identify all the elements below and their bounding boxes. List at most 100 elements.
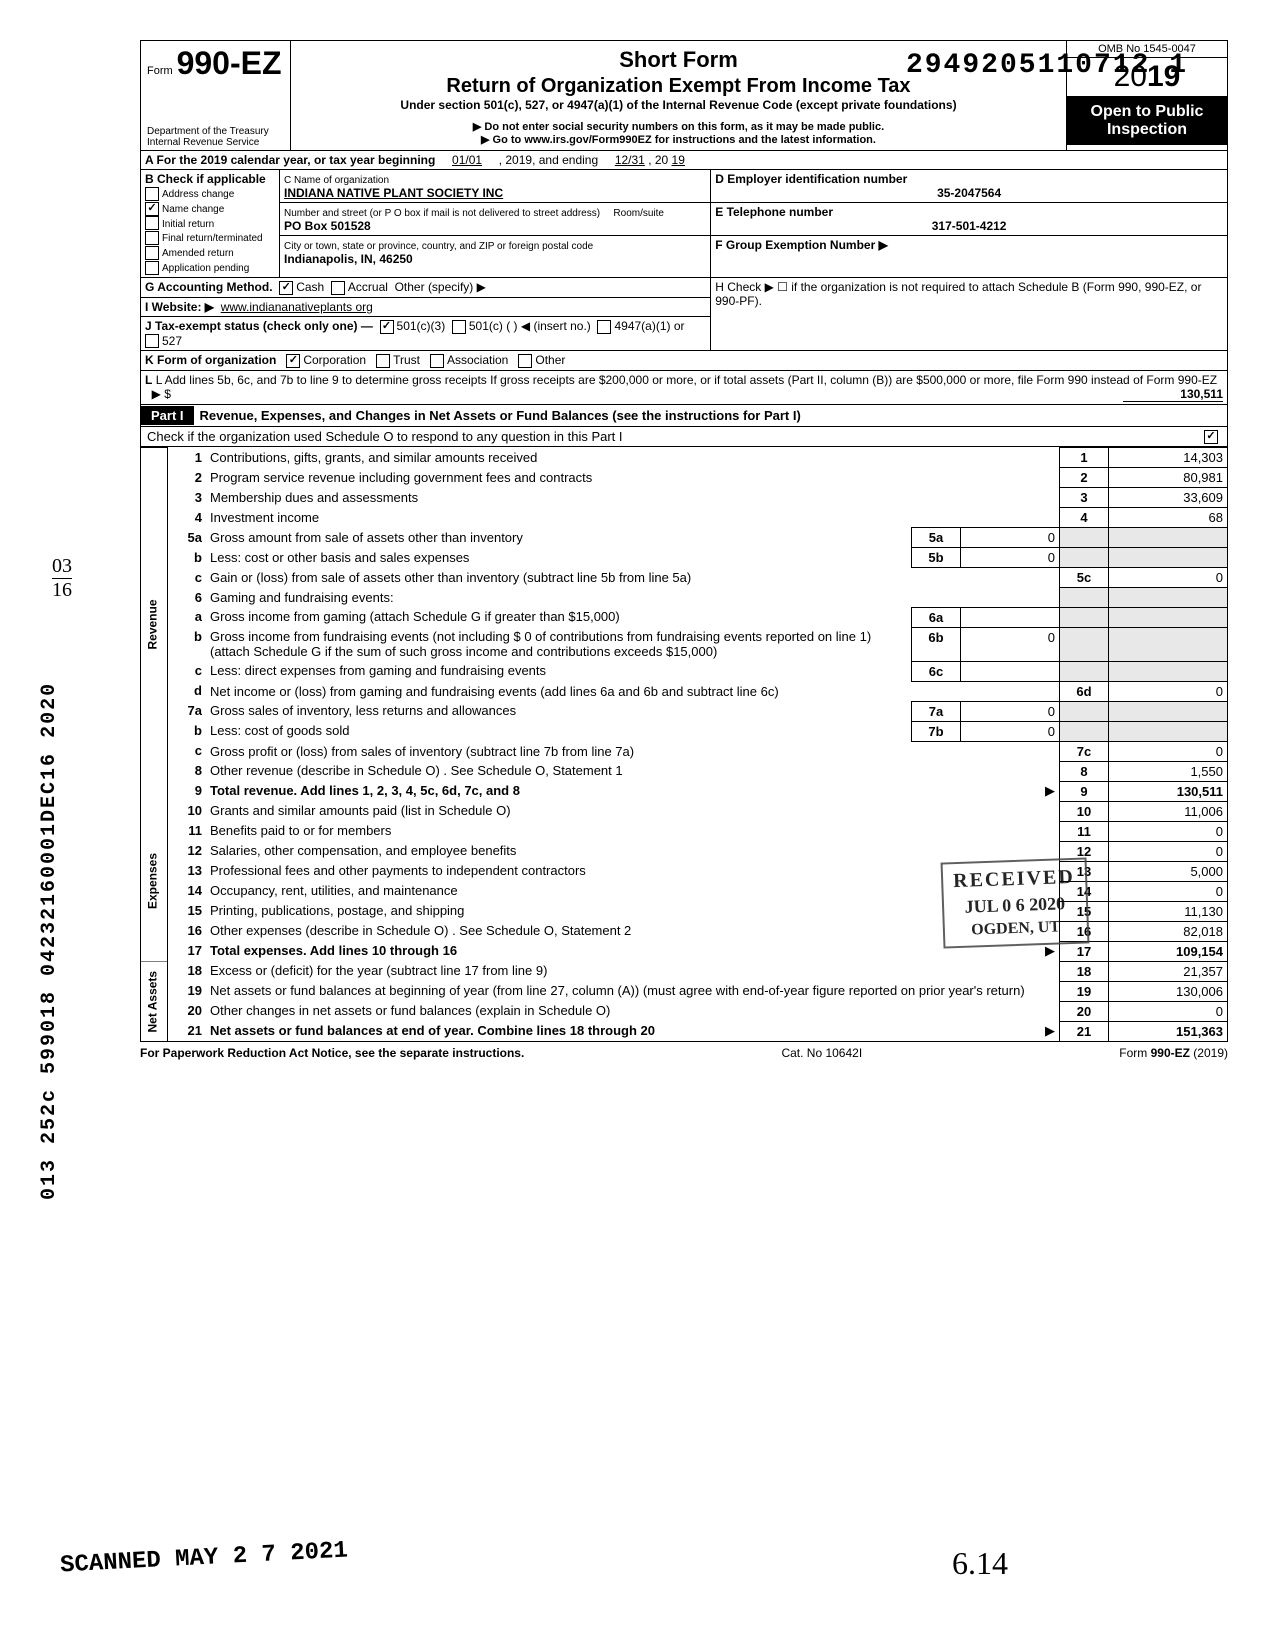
shaded-cell xyxy=(1060,661,1109,681)
part-1-check: Check if the organization used Schedule … xyxy=(140,427,1228,447)
line-description: Occupancy, rent, utilities, and maintena… xyxy=(206,881,1060,901)
checkbox-assoc[interactable] xyxy=(430,354,444,368)
line-box-number: 4 xyxy=(1060,508,1109,528)
line-description: Printing, publications, postage, and shi… xyxy=(206,901,1060,921)
table-row: 3Membership dues and assessments333,609 xyxy=(141,488,1228,508)
line-amount: 33,609 xyxy=(1109,488,1228,508)
line-number: 3 xyxy=(168,488,207,508)
table-row: 19Net assets or fund balances at beginni… xyxy=(141,981,1228,1001)
checkbox-name-change[interactable] xyxy=(145,202,159,216)
line-amount: 80,981 xyxy=(1109,468,1228,488)
line-amount: 0 xyxy=(1109,681,1228,701)
checkbox-cash[interactable] xyxy=(279,281,293,295)
line-description: Less: cost or other basis and sales expe… xyxy=(206,548,912,568)
line-amount: 0 xyxy=(1109,881,1228,901)
line-box-number: 18 xyxy=(1060,961,1109,981)
line-amount: 130,006 xyxy=(1109,981,1228,1001)
line-number: 6 xyxy=(168,588,207,608)
line-box-number: 19 xyxy=(1060,981,1109,1001)
checkbox-initial-return[interactable] xyxy=(145,216,159,230)
line-number: 15 xyxy=(168,901,207,921)
line-j: J Tax-exempt status (check only one) — 5… xyxy=(141,316,711,351)
line-amount: 130,511 xyxy=(1109,781,1228,801)
line-number: 16 xyxy=(168,921,207,941)
line-amount: 109,154 xyxy=(1109,941,1228,961)
line-number: a xyxy=(168,607,207,627)
mid-box-label: 6b xyxy=(912,627,961,661)
dept-line-1: Department of the Treasury xyxy=(147,126,269,137)
mid-box-label: 5b xyxy=(912,548,961,568)
checkbox-accrual[interactable] xyxy=(331,281,345,295)
checkbox-501c3[interactable] xyxy=(380,320,394,334)
line-number: 10 xyxy=(168,801,207,821)
shaded-cell xyxy=(1060,721,1109,741)
line-number: 19 xyxy=(168,981,207,1001)
line-box-number: 5c xyxy=(1060,568,1109,588)
checkbox-other-org[interactable] xyxy=(518,354,532,368)
section-label: Revenue xyxy=(141,448,168,802)
section-label: Net Assets xyxy=(141,961,168,1042)
checkbox-trust[interactable] xyxy=(376,354,390,368)
line-number: 20 xyxy=(168,1001,207,1021)
line-box-number: 1 xyxy=(1060,448,1109,468)
line-amount: 5,000 xyxy=(1109,861,1228,881)
line-amount: 1,550 xyxy=(1109,761,1228,781)
line-box-number: 2 xyxy=(1060,468,1109,488)
info-table: A For the 2019 calendar year, or tax yea… xyxy=(140,150,1228,405)
line-a: A For the 2019 calendar year, or tax yea… xyxy=(141,151,1228,170)
line-number: 21 xyxy=(168,1021,207,1042)
table-row: bLess: cost of goods sold7b0 xyxy=(141,721,1228,741)
line-number: c xyxy=(168,661,207,681)
line-description: Investment income xyxy=(206,508,1060,528)
line-description: Other revenue (describe in Schedule O) .… xyxy=(206,761,1060,781)
line-f: F Group Exemption Number ▶ xyxy=(711,236,1228,278)
table-row: 11Benefits paid to or for members110 xyxy=(141,821,1228,841)
line-description: Gross income from fundraising events (no… xyxy=(206,627,912,661)
line-box-number: 6d xyxy=(1060,681,1109,701)
checkbox-amended[interactable] xyxy=(145,246,159,260)
line-box-number: 21 xyxy=(1060,1021,1109,1042)
checkbox-final-return[interactable] xyxy=(145,231,159,245)
shaded-cell xyxy=(1060,607,1109,627)
shaded-cell xyxy=(1109,661,1228,681)
line-b: B Check if applicable Address change Nam… xyxy=(141,170,280,278)
checkbox-pending[interactable] xyxy=(145,261,159,275)
line-c-addr: Number and street (or P O box if mail is… xyxy=(280,203,711,236)
line-amount: 14,303 xyxy=(1109,448,1228,468)
line-number: 5a xyxy=(168,528,207,548)
shaded-cell xyxy=(1060,588,1109,608)
line-number: c xyxy=(168,568,207,588)
mid-box-label: 6c xyxy=(912,661,961,681)
line-description: Net assets or fund balances at beginning… xyxy=(206,981,1060,1001)
mid-box-label: 5a xyxy=(912,528,961,548)
checkbox-501c[interactable] xyxy=(452,320,466,334)
open-public-badge: Open to Public Inspection xyxy=(1067,97,1227,145)
table-row: 2Program service revenue including gover… xyxy=(141,468,1228,488)
table-row: Expenses10Grants and similar amounts pai… xyxy=(141,801,1228,821)
checkbox-address-change[interactable] xyxy=(145,187,159,201)
table-row: cGross profit or (loss) from sales of in… xyxy=(141,741,1228,761)
line-d: D Employer identification number 35-2047… xyxy=(711,170,1228,203)
line-box-number: 11 xyxy=(1060,821,1109,841)
checkbox-527[interactable] xyxy=(145,334,159,348)
line-c-city: City or town, state or province, country… xyxy=(280,236,711,278)
checkbox-schedule-o[interactable] xyxy=(1204,430,1218,444)
line-description: Total expenses. Add lines 10 through 16 … xyxy=(206,941,1060,961)
table-row: 21Net assets or fund balances at end of … xyxy=(141,1021,1228,1042)
line-number: 13 xyxy=(168,861,207,881)
checkbox-corp[interactable] xyxy=(286,354,300,368)
table-row: 4Investment income468 xyxy=(141,508,1228,528)
shaded-cell xyxy=(1109,721,1228,741)
line-number: 17 xyxy=(168,941,207,961)
form-number-box: Form 990-EZ Department of the Treasury I… xyxy=(141,41,291,150)
table-row: Net Assets18Excess or (deficit) for the … xyxy=(141,961,1228,981)
line-amount: 68 xyxy=(1109,508,1228,528)
table-row: 9Total revenue. Add lines 1, 2, 3, 4, 5c… xyxy=(141,781,1228,801)
line-description: Gross amount from sale of assets other t… xyxy=(206,528,912,548)
line-number: b xyxy=(168,627,207,661)
scanned-stamp: SCANNED MAY 2 7 2021 xyxy=(59,1537,348,1579)
checkbox-4947[interactable] xyxy=(597,320,611,334)
table-row: bGross income from fundraising events (n… xyxy=(141,627,1228,661)
line-amount: 21,357 xyxy=(1109,961,1228,981)
table-row: 20Other changes in net assets or fund ba… xyxy=(141,1001,1228,1021)
